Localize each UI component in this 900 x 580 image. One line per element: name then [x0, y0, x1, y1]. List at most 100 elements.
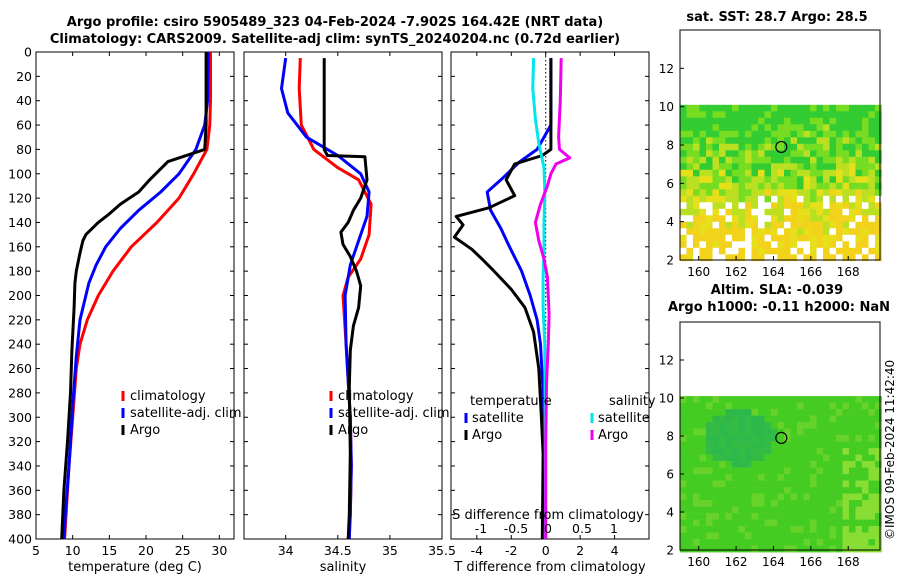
- sst_map-cell: [810, 228, 817, 236]
- sst_map-cell: [732, 117, 739, 125]
- sla_map-cell: [803, 526, 811, 533]
- sst_map-cell: [758, 150, 765, 158]
- sst_map-cell: [751, 150, 759, 158]
- sla_map-cell: [816, 441, 824, 449]
- sst_map-cell: [712, 215, 720, 223]
- sla_map-cell: [810, 435, 817, 442]
- sla_map-cell: [777, 415, 785, 423]
- sla_map-cell: [758, 441, 765, 449]
- sla_map-cell: [693, 422, 700, 429]
- sst_map-cell: [842, 104, 850, 112]
- sla_map-cell: [693, 454, 700, 462]
- depth-tick-label: 20: [16, 69, 32, 84]
- sst_map-cell: [810, 215, 817, 223]
- sst_map-cell: [875, 182, 882, 190]
- sst_map-cell: [686, 208, 694, 216]
- sst_map-cell: [771, 189, 778, 197]
- sla_map-cell: [680, 480, 687, 488]
- sst_map-cell: [829, 241, 837, 249]
- sst_map-cell: [829, 189, 837, 197]
- sla_map-cell: [745, 415, 752, 423]
- sst_map-cell: [751, 215, 759, 223]
- sla_map-cell: [790, 526, 798, 533]
- sst_map-cell: [790, 247, 798, 255]
- sla_map-cell: [855, 493, 863, 501]
- sst_map-cell: [855, 176, 863, 184]
- sst_map-cell: [758, 137, 765, 145]
- sst_map-cell: [745, 163, 752, 171]
- sst_map-cell: [836, 111, 843, 119]
- sst_map-cell: [764, 221, 772, 229]
- sst_map-cell: [725, 241, 733, 249]
- sst_map-cell: [686, 234, 694, 242]
- sst_map-cell: [706, 124, 713, 132]
- sla_map-cell: [842, 545, 850, 553]
- sla_map-cell: [868, 428, 876, 436]
- sla_map-cell: [751, 545, 759, 553]
- sla_map-cell: [738, 461, 746, 468]
- sla-map-subtitle: Argo h1000: -0.11 h2000: NaN: [667, 300, 891, 315]
- sst_map-cell: [751, 130, 759, 138]
- sst_map-cell: [829, 202, 837, 210]
- sla_map-cell: [745, 448, 752, 455]
- sla_map-cell: [758, 448, 765, 455]
- sla_map-cell: [693, 461, 700, 468]
- sst_map-cell: [849, 156, 856, 164]
- sla_map-cell: [680, 441, 687, 449]
- sla_map-cell: [712, 506, 720, 514]
- sla_map-cell: [771, 422, 778, 429]
- sla_map-cell: [797, 441, 804, 449]
- sla_map-cell: [719, 396, 726, 403]
- sst_map-cell: [836, 143, 843, 151]
- sst_map-cell: [836, 195, 843, 203]
- sla_map-cell: [751, 402, 759, 410]
- sla_map-cell: [868, 545, 876, 553]
- sst_map-cell: [738, 104, 746, 112]
- sla_map-cell: [732, 493, 739, 501]
- sla_map-cell: [706, 454, 713, 462]
- sla_map-cell: [686, 532, 694, 540]
- sla_map-cell: [712, 526, 720, 533]
- sst_map-cell: [764, 241, 772, 249]
- depth-tick-label: 280: [8, 385, 32, 400]
- sst_map-cell: [842, 228, 850, 236]
- sla_map-cell: [732, 480, 739, 488]
- sla_map-cell: [836, 539, 843, 546]
- sla_map-cell: [751, 506, 759, 514]
- depth-tick-label: 400: [8, 532, 32, 547]
- sst_map-cell: [771, 234, 778, 242]
- sla_map-cell: [842, 480, 850, 488]
- sst_map-cell: [797, 163, 804, 171]
- sla_map-cell: [725, 519, 733, 527]
- sla_map-cell: [706, 506, 713, 514]
- salinity-xtick-label: 34: [278, 543, 294, 558]
- sst_map-cell: [771, 104, 778, 112]
- sla_map-cell: [745, 545, 752, 553]
- sst_map-cell: [719, 130, 726, 138]
- sst_map-cell: [738, 156, 746, 164]
- sla_map-cell: [803, 448, 811, 455]
- sst_map-cell: [751, 208, 759, 216]
- sla_map-cell: [862, 409, 869, 416]
- sla_map-cell: [680, 454, 687, 462]
- sla_map-cell: [803, 428, 811, 436]
- sla_map-cell: [797, 396, 804, 403]
- sla_map-cell: [816, 422, 824, 429]
- sst_map-cell: [849, 221, 856, 229]
- sla_map-cell: [686, 441, 694, 449]
- sla_map-cell: [764, 422, 772, 429]
- sst_map-cell: [732, 176, 739, 184]
- sst_map-cell: [829, 247, 837, 255]
- sst_map-cell: [706, 241, 713, 249]
- sst_map-cell: [816, 176, 824, 184]
- sla_map-cell: [855, 435, 863, 442]
- sla_map-cell: [836, 415, 843, 423]
- sst_map-cell: [829, 130, 837, 138]
- sst_map-cell: [738, 111, 746, 119]
- sla_map-cell: [732, 513, 739, 520]
- sla_map-cell: [829, 454, 837, 462]
- sla_map-cell: [797, 539, 804, 546]
- sla_map-cell: [803, 461, 811, 468]
- sst_map-cell: [777, 104, 785, 112]
- sst_map-cell: [862, 156, 869, 164]
